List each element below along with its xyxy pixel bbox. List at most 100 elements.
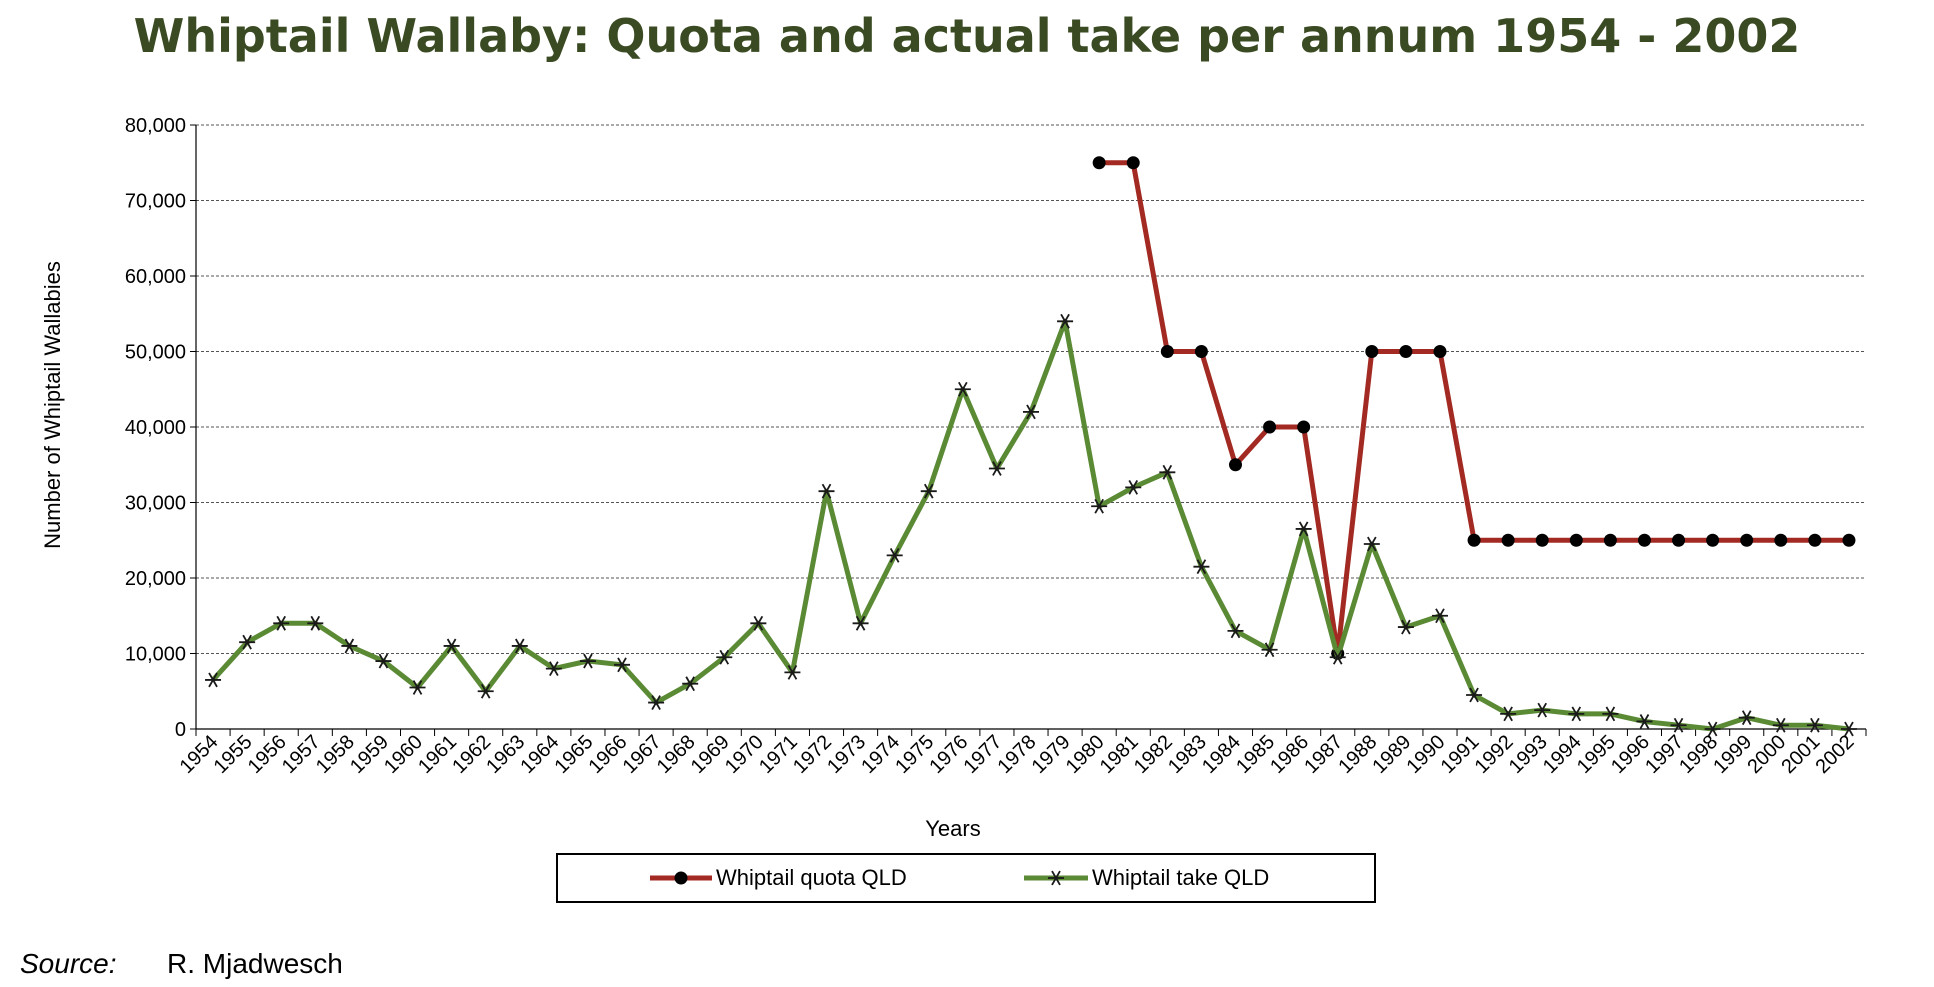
quota-point [1672, 533, 1686, 547]
quota-point [1263, 420, 1277, 434]
y-tick-label: 30,000 [125, 493, 186, 515]
take-point [818, 483, 835, 499]
quota-point [1297, 420, 1311, 434]
series-line-quota [1099, 160, 1849, 656]
x-tick-label: 1974 [857, 731, 904, 778]
y-tick-label: 0 [175, 719, 186, 741]
take-point [1636, 714, 1653, 729]
x-tick-label: 1989 [1368, 731, 1415, 778]
y-tick-label: 20,000 [125, 568, 186, 590]
quota-point [1365, 345, 1379, 358]
legend: Whiptail quota QLD Whiptail take QLD [556, 853, 1376, 903]
take-point [614, 657, 631, 673]
take-point [1397, 619, 1414, 635]
y-axis-title: Number of Whiptail Wallabies [40, 261, 65, 549]
take-point [1431, 608, 1448, 624]
take-point [341, 638, 358, 654]
x-tick-label: 1987 [1300, 731, 1347, 778]
x-tick-label: 1959 [346, 731, 393, 778]
y-tick-label: 80,000 [125, 115, 186, 137]
take-point [1363, 536, 1380, 552]
x-tick-label: 1979 [1028, 731, 1075, 778]
x-tick-label: 1966 [585, 731, 632, 778]
quota-point [1774, 533, 1788, 547]
take-point [716, 649, 733, 665]
x-tick-label: 1988 [1334, 731, 1381, 778]
quota-point [1569, 533, 1583, 547]
x-tick-label: 1982 [1130, 731, 1177, 778]
take-point [1738, 710, 1755, 726]
take-point [1602, 706, 1619, 722]
quota-point [1637, 533, 1651, 547]
legend-take-marker [1048, 870, 1064, 886]
x-tick-label: 1999 [1709, 731, 1756, 778]
x-tick-label: 1965 [550, 731, 597, 778]
x-tick-label: 1955 [210, 731, 257, 778]
take-point [682, 676, 699, 692]
x-tick-label: 1980 [1062, 731, 1109, 778]
x-tick-label: 1968 [653, 731, 700, 778]
y-tick-label: 10,000 [125, 644, 186, 666]
legend-quota-label: Whiptail quota QLD [716, 865, 907, 890]
quota-point [1603, 533, 1617, 547]
take-point [648, 695, 665, 710]
take-point [273, 615, 290, 631]
take-point [784, 664, 801, 680]
take-point [1227, 623, 1244, 639]
x-tick-label: 1957 [278, 731, 325, 778]
take-point [443, 638, 460, 654]
x-axis-title: Years [925, 816, 980, 841]
quota-point [1228, 458, 1242, 472]
x-tick-label: 1962 [448, 731, 495, 778]
quota-point [1467, 533, 1481, 547]
take-point [307, 615, 324, 631]
take-point [1670, 717, 1687, 733]
x-tick-label: 2000 [1743, 731, 1790, 778]
quota-point [1433, 345, 1447, 358]
take-point [1023, 404, 1039, 420]
y-tick-label: 60,000 [125, 266, 186, 288]
take-point [1193, 559, 1210, 575]
take-point [920, 483, 937, 499]
x-tick-label: 1970 [721, 731, 768, 778]
take-point [477, 683, 494, 699]
x-tick-label: 1996 [1607, 731, 1654, 778]
quota-point [1842, 533, 1856, 547]
take-point [511, 638, 528, 654]
x-tick-label: 1972 [789, 731, 836, 778]
take-point [545, 661, 562, 677]
y-tick-label: 50,000 [125, 342, 186, 364]
x-tick-label: 1998 [1675, 731, 1722, 778]
quota-point [1706, 533, 1720, 547]
x-tick-label: 1993 [1505, 731, 1552, 778]
take-point [409, 680, 426, 695]
x-tick-label: 1977 [959, 731, 1006, 778]
x-tick-label: 1975 [891, 731, 938, 778]
take-point [1329, 649, 1346, 665]
y-tick-labels: 0 10,000 20,000 30,000 40,000 50,000 60,000 70,… [125, 115, 186, 741]
x-tick-label: 1963 [482, 731, 529, 778]
take-point [852, 615, 869, 631]
x-tick-label: 1984 [1198, 731, 1245, 778]
x-tick-label: 1985 [1232, 731, 1279, 778]
x-tick-label: 1964 [516, 731, 563, 778]
x-tick-label: 1978 [994, 731, 1041, 778]
x-tick-label: 1990 [1402, 731, 1449, 778]
quota-point [1399, 345, 1413, 358]
quota-point [1126, 156, 1140, 170]
take-point [1500, 706, 1517, 722]
x-tick-label: 1973 [823, 731, 870, 778]
source-value: R. Mjadwesch [167, 948, 343, 979]
x-tick-label: 2001 [1777, 731, 1824, 778]
quota-point [1160, 345, 1174, 358]
take-point [1772, 717, 1789, 733]
x-tick-label: 1958 [312, 731, 359, 778]
take-point [1159, 464, 1176, 480]
x-tick-labels: 1954195519561957195819591960196119621963… [176, 731, 1859, 778]
take-point [1261, 642, 1278, 658]
y-tick-label: 40,000 [125, 417, 186, 439]
source-label: Source: [20, 948, 117, 979]
x-tick-label: 1956 [244, 731, 291, 778]
take-point [239, 634, 256, 650]
